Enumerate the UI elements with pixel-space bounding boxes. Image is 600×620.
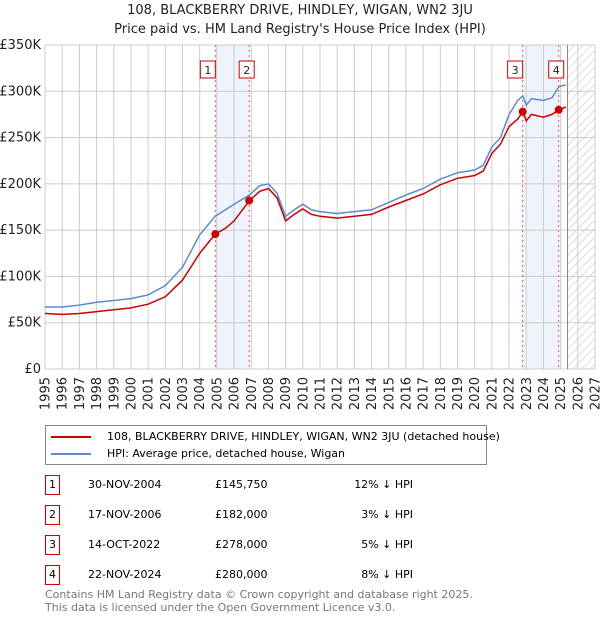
y-tick-label: £250K — [0, 131, 41, 146]
x-tick-label: 2002 — [159, 377, 174, 410]
y-tick-label: £200K — [0, 177, 41, 192]
sale-price: £280,000 — [215, 568, 268, 581]
sale-label-box — [199, 60, 216, 79]
footer-line: This data is licensed under the Open Gov… — [45, 601, 396, 614]
chart-title: 108, BLACKBERRY DRIVE, HINDLEY, WIGAN, W… — [127, 3, 473, 18]
sale-price: £182,000 — [215, 508, 268, 521]
x-tick-label: 1997 — [73, 377, 88, 410]
sale-hpi-diff: 12% ↓ HPI — [354, 478, 413, 491]
y-tick-label: £150K — [0, 223, 41, 238]
sale-row: 4 22-NOV-2024 £280,000 8% ↓ HPI — [45, 565, 445, 585]
x-tick-label: 1996 — [56, 377, 71, 410]
x-tick-label: 2018 — [434, 377, 449, 410]
sale-label-box — [548, 60, 565, 79]
x-tick-label: 2025 — [554, 377, 569, 410]
x-tick-label: 2008 — [262, 377, 277, 410]
x-tick-label: 2007 — [245, 377, 260, 410]
x-tick-label: 2014 — [365, 377, 380, 410]
legend-label: 108, BLACKBERRY DRIVE, HINDLEY, WIGAN, W… — [107, 430, 500, 443]
x-tick-label: 2000 — [124, 377, 139, 410]
sale-row: 3 14-OCT-2022 £278,000 5% ↓ HPI — [45, 535, 445, 555]
legend-swatch-red — [51, 435, 91, 438]
sale-date: 30-NOV-2004 — [88, 478, 162, 491]
y-tick-label: £0 — [24, 362, 41, 377]
sale-label-box — [238, 60, 255, 79]
sale-label: 1 — [204, 64, 211, 77]
footer-line: Contains HM Land Registry data © Crown c… — [45, 588, 473, 601]
chart-subtitle: Price paid vs. HM Land Registry's House … — [114, 22, 486, 37]
sale-hpi-diff: 3% ↓ HPI — [361, 508, 413, 521]
x-tick-label: 2010 — [296, 377, 311, 410]
x-tick-label: 2004 — [193, 377, 208, 410]
sale-label: 2 — [243, 64, 250, 77]
sale-label: 3 — [512, 64, 519, 77]
y-tick-label: £350K — [0, 38, 41, 53]
sale-point — [211, 230, 220, 239]
shaded-period — [522, 45, 559, 369]
sale-number: 4 — [45, 565, 60, 585]
x-tick-label: 2005 — [210, 377, 225, 410]
x-tick-label: 1995 — [39, 377, 54, 410]
x-tick-label: 1999 — [107, 377, 122, 410]
legend-swatch-blue — [51, 452, 91, 455]
sale-row: 2 17-NOV-2006 £182,000 3% ↓ HPI — [45, 505, 445, 525]
sale-date: 14-OCT-2022 — [88, 538, 161, 551]
x-tick-label: 1998 — [90, 377, 105, 410]
x-tick-label: 2026 — [571, 377, 586, 410]
x-tick-label: 2024 — [537, 377, 552, 410]
x-tick-label: 2022 — [503, 377, 518, 410]
y-tick-label: £300K — [0, 84, 41, 99]
x-tick-label: 2021 — [485, 377, 500, 410]
x-tick-label: 2020 — [468, 377, 483, 410]
sale-label-box — [507, 60, 524, 79]
shaded-period — [215, 45, 250, 369]
sale-hpi-diff: 8% ↓ HPI — [361, 568, 413, 581]
sale-point — [554, 105, 563, 114]
x-tick-label: 2011 — [314, 377, 329, 410]
x-tick-label: 2016 — [399, 377, 414, 410]
x-tick-label: 2006 — [228, 377, 243, 410]
sale-date: 17-NOV-2006 — [88, 508, 162, 521]
sale-date: 22-NOV-2024 — [88, 568, 162, 581]
sale-point — [245, 196, 254, 205]
sale-number: 1 — [45, 475, 60, 495]
chart-svg: 108, BLACKBERRY DRIVE, HINDLEY, WIGAN, W… — [0, 3, 600, 410]
x-tick-label: 2017 — [417, 377, 432, 410]
sale-row: 1 30-NOV-2004 £145,750 12% ↓ HPI — [45, 475, 445, 495]
sale-price: £145,750 — [215, 478, 268, 491]
x-tick-label: 2023 — [520, 377, 535, 410]
footer: Contains HM Land Registry data © Crown c… — [45, 588, 473, 614]
legend-item-property: 108, BLACKBERRY DRIVE, HINDLEY, WIGAN, W… — [46, 428, 500, 445]
sale-number: 3 — [45, 535, 60, 555]
x-tick-label: 2013 — [348, 377, 363, 410]
x-tick-label: 2012 — [331, 377, 346, 410]
x-tick-label: 2009 — [279, 377, 294, 410]
y-tick-label: £100K — [0, 269, 41, 284]
legend-label: HPI: Average price, detached house, Wiga… — [107, 447, 346, 460]
y-tick-label: £50K — [8, 316, 42, 331]
sale-price: £278,000 — [215, 538, 268, 551]
x-tick-label: 2019 — [451, 377, 466, 410]
forecast-hatch — [567, 45, 595, 369]
x-tick-label: 2015 — [382, 377, 397, 410]
sale-number: 2 — [45, 505, 60, 525]
hpi-line — [45, 84, 566, 308]
sale-hpi-diff: 5% ↓ HPI — [361, 538, 413, 551]
legend: 108, BLACKBERRY DRIVE, HINDLEY, WIGAN, W… — [45, 425, 500, 465]
sale-label: 4 — [553, 64, 560, 77]
sale-point — [518, 107, 527, 116]
x-tick-label: 2027 — [589, 377, 600, 410]
x-tick-label: 2003 — [176, 377, 191, 410]
x-tick-label: 2001 — [142, 377, 157, 410]
price-line — [44, 106, 567, 316]
legend-item-hpi: HPI: Average price, detached house, Wiga… — [46, 445, 345, 462]
